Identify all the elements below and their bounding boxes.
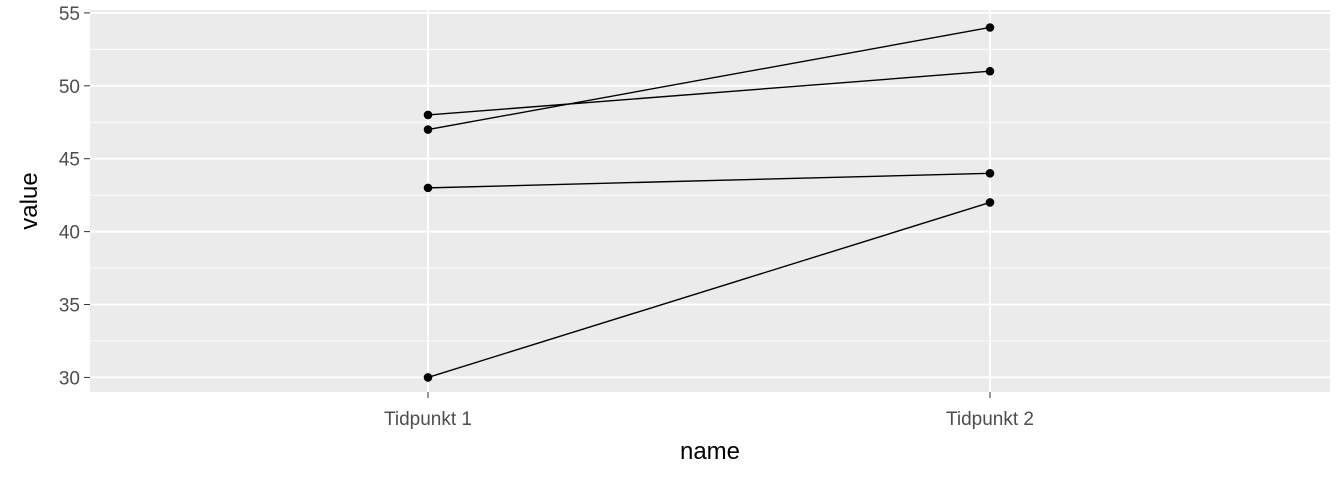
y-tick-label: 50 [59, 77, 80, 98]
series-lines [427, 26, 991, 379]
data-point [423, 110, 433, 120]
plot-panel [90, 10, 1330, 392]
data-point [423, 373, 433, 382]
x-tick-label: Tidpunkt 1 [384, 409, 472, 430]
y-axis: 30 35 40 45 50 55 [59, 4, 90, 389]
y-tick-label: 30 [59, 368, 80, 389]
data-point [423, 183, 433, 193]
x-axis-title: name [680, 438, 740, 465]
y-tick-label: 35 [59, 296, 80, 317]
series-line [427, 172, 991, 189]
data-point [423, 125, 433, 134]
data-point [985, 168, 995, 178]
series-line [427, 26, 991, 131]
x-axis: Tidpunkt 1 Tidpunkt 2 [384, 392, 1034, 430]
y-tick-label: 45 [59, 150, 80, 171]
data-points [423, 23, 995, 382]
series-line [427, 201, 991, 379]
data-point [985, 66, 995, 76]
data-point [985, 23, 995, 32]
minor-gridlines [90, 48, 1330, 342]
y-axis-title: value [16, 172, 43, 229]
x-tick-label: Tidpunkt 2 [946, 409, 1034, 430]
y-tick-label: 40 [59, 223, 80, 244]
data-point [985, 198, 995, 207]
y-tick-label: 55 [59, 4, 80, 25]
series-line [427, 70, 991, 116]
